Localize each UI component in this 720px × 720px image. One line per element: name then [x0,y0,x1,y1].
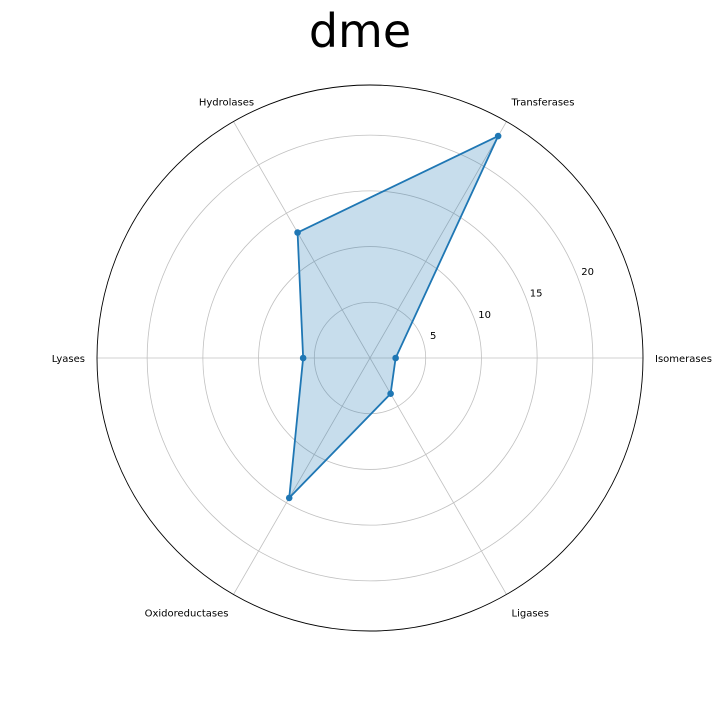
polar-outline [96,84,644,632]
category-label: Hydrolases [199,97,254,108]
category-label: Ligases [512,609,549,620]
radial-tick-label: 20 [581,267,594,278]
category-label: Lyases [52,354,85,365]
spoke-line [233,357,371,595]
angular-gridlines [97,121,643,595]
spoke-line [369,121,507,359]
data-point [299,354,307,362]
spoke-line [233,121,371,359]
data-point [285,494,293,502]
radial-tick-label: 10 [478,310,491,321]
series-group [285,132,502,502]
chart-title: dme [308,4,412,58]
data-point [392,354,399,362]
category-label: Isomerases [655,354,712,365]
data-point [294,229,301,236]
radial-tick-label: 15 [530,289,543,300]
radial-tick-label: 5 [430,331,436,342]
series-area [289,136,499,498]
radial-tick-labels: 5 10 15 20 [430,267,594,342]
category-label: Transferases [511,97,575,108]
spoke-line [369,357,507,595]
data-point [494,132,502,140]
data-point [387,390,394,398]
category-label: Oxidoreductases [145,609,229,620]
category-labels: Isomerases Transferases Hydrolases Lyases Ox… [52,97,712,619]
